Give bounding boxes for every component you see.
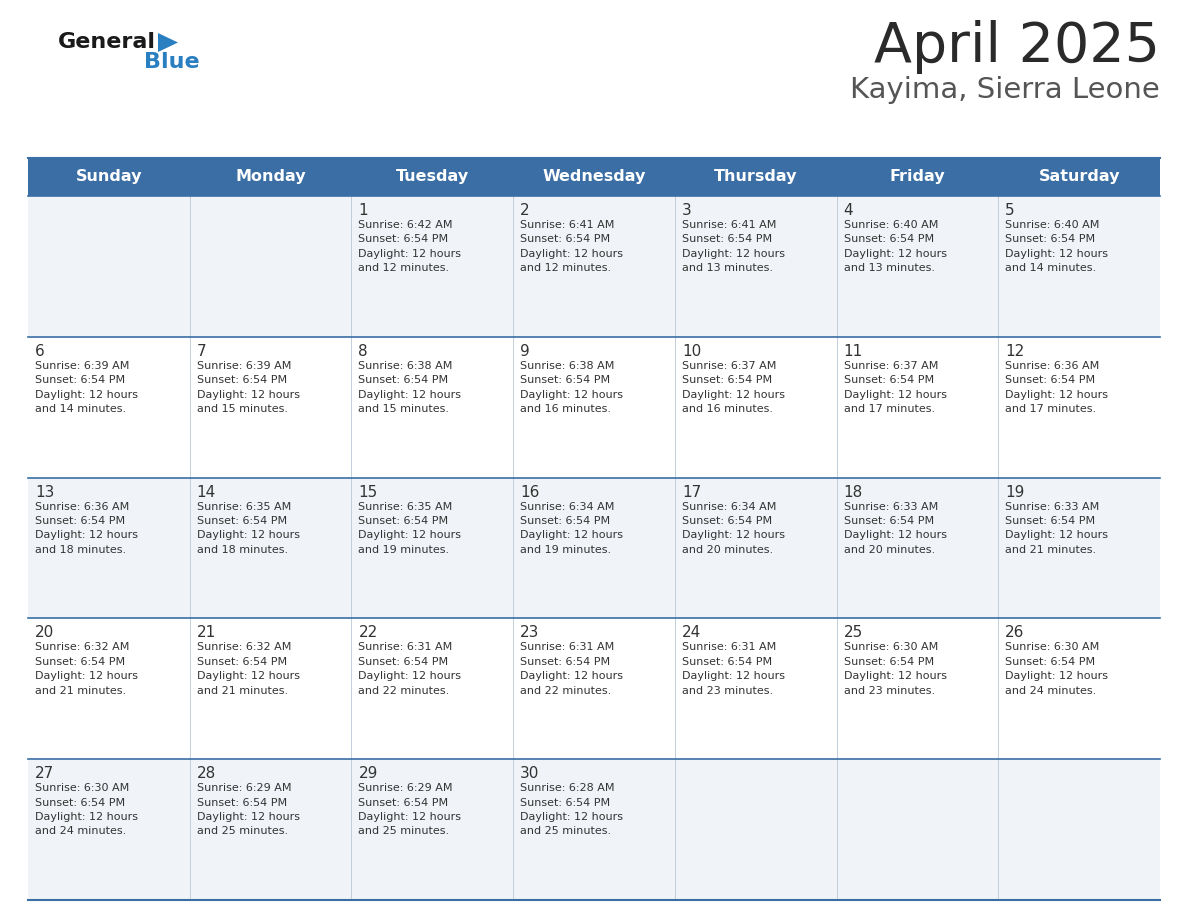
Bar bbox=[29, 337, 1159, 477]
Text: Thursday: Thursday bbox=[714, 170, 797, 185]
Text: Sunrise: 6:29 AM
Sunset: 6:54 PM
Daylight: 12 hours
and 25 minutes.: Sunrise: 6:29 AM Sunset: 6:54 PM Dayligh… bbox=[197, 783, 299, 836]
Text: Sunrise: 6:28 AM
Sunset: 6:54 PM
Daylight: 12 hours
and 25 minutes.: Sunrise: 6:28 AM Sunset: 6:54 PM Dayligh… bbox=[520, 783, 624, 836]
Text: Sunrise: 6:33 AM
Sunset: 6:54 PM
Daylight: 12 hours
and 20 minutes.: Sunrise: 6:33 AM Sunset: 6:54 PM Dayligh… bbox=[843, 501, 947, 554]
Text: Wednesday: Wednesday bbox=[542, 170, 646, 185]
Text: Sunrise: 6:37 AM
Sunset: 6:54 PM
Daylight: 12 hours
and 17 minutes.: Sunrise: 6:37 AM Sunset: 6:54 PM Dayligh… bbox=[843, 361, 947, 414]
Text: Sunrise: 6:30 AM
Sunset: 6:54 PM
Daylight: 12 hours
and 24 minutes.: Sunrise: 6:30 AM Sunset: 6:54 PM Dayligh… bbox=[34, 783, 138, 836]
Bar bbox=[29, 158, 1159, 196]
Text: Sunrise: 6:37 AM
Sunset: 6:54 PM
Daylight: 12 hours
and 16 minutes.: Sunrise: 6:37 AM Sunset: 6:54 PM Dayligh… bbox=[682, 361, 785, 414]
Text: Sunrise: 6:29 AM
Sunset: 6:54 PM
Daylight: 12 hours
and 25 minutes.: Sunrise: 6:29 AM Sunset: 6:54 PM Dayligh… bbox=[359, 783, 461, 836]
Text: Sunrise: 6:33 AM
Sunset: 6:54 PM
Daylight: 12 hours
and 21 minutes.: Sunrise: 6:33 AM Sunset: 6:54 PM Dayligh… bbox=[1005, 501, 1108, 554]
Text: Sunrise: 6:39 AM
Sunset: 6:54 PM
Daylight: 12 hours
and 15 minutes.: Sunrise: 6:39 AM Sunset: 6:54 PM Dayligh… bbox=[197, 361, 299, 414]
Text: Sunrise: 6:31 AM
Sunset: 6:54 PM
Daylight: 12 hours
and 22 minutes.: Sunrise: 6:31 AM Sunset: 6:54 PM Dayligh… bbox=[520, 643, 624, 696]
Text: 8: 8 bbox=[359, 344, 368, 359]
Text: 9: 9 bbox=[520, 344, 530, 359]
Text: 20: 20 bbox=[34, 625, 55, 641]
Text: 5: 5 bbox=[1005, 203, 1015, 218]
Text: Sunrise: 6:34 AM
Sunset: 6:54 PM
Daylight: 12 hours
and 19 minutes.: Sunrise: 6:34 AM Sunset: 6:54 PM Dayligh… bbox=[520, 501, 624, 554]
Text: Sunrise: 6:38 AM
Sunset: 6:54 PM
Daylight: 12 hours
and 15 minutes.: Sunrise: 6:38 AM Sunset: 6:54 PM Dayligh… bbox=[359, 361, 461, 414]
Text: Sunrise: 6:38 AM
Sunset: 6:54 PM
Daylight: 12 hours
and 16 minutes.: Sunrise: 6:38 AM Sunset: 6:54 PM Dayligh… bbox=[520, 361, 624, 414]
Text: 16: 16 bbox=[520, 485, 539, 499]
Bar bbox=[29, 196, 1159, 337]
Text: Sunrise: 6:30 AM
Sunset: 6:54 PM
Daylight: 12 hours
and 23 minutes.: Sunrise: 6:30 AM Sunset: 6:54 PM Dayligh… bbox=[843, 643, 947, 696]
Text: 29: 29 bbox=[359, 767, 378, 781]
Text: 25: 25 bbox=[843, 625, 862, 641]
Text: Monday: Monday bbox=[235, 170, 305, 185]
Text: 6: 6 bbox=[34, 344, 45, 359]
Text: Tuesday: Tuesday bbox=[396, 170, 469, 185]
Text: 7: 7 bbox=[197, 344, 207, 359]
Text: Blue: Blue bbox=[144, 52, 200, 72]
Text: 21: 21 bbox=[197, 625, 216, 641]
Text: Sunrise: 6:30 AM
Sunset: 6:54 PM
Daylight: 12 hours
and 24 minutes.: Sunrise: 6:30 AM Sunset: 6:54 PM Dayligh… bbox=[1005, 643, 1108, 696]
Text: 18: 18 bbox=[843, 485, 862, 499]
Text: 2: 2 bbox=[520, 203, 530, 218]
Text: 1: 1 bbox=[359, 203, 368, 218]
Text: General: General bbox=[58, 32, 156, 52]
Bar bbox=[29, 477, 1159, 619]
Text: 17: 17 bbox=[682, 485, 701, 499]
Text: 15: 15 bbox=[359, 485, 378, 499]
Text: Saturday: Saturday bbox=[1038, 170, 1120, 185]
Text: 10: 10 bbox=[682, 344, 701, 359]
Text: Sunrise: 6:35 AM
Sunset: 6:54 PM
Daylight: 12 hours
and 18 minutes.: Sunrise: 6:35 AM Sunset: 6:54 PM Dayligh… bbox=[197, 501, 299, 554]
Text: 14: 14 bbox=[197, 485, 216, 499]
Polygon shape bbox=[158, 33, 178, 52]
Text: 12: 12 bbox=[1005, 344, 1024, 359]
Bar bbox=[29, 619, 1159, 759]
Text: 3: 3 bbox=[682, 203, 691, 218]
Text: Sunrise: 6:39 AM
Sunset: 6:54 PM
Daylight: 12 hours
and 14 minutes.: Sunrise: 6:39 AM Sunset: 6:54 PM Dayligh… bbox=[34, 361, 138, 414]
Text: Sunrise: 6:40 AM
Sunset: 6:54 PM
Daylight: 12 hours
and 14 minutes.: Sunrise: 6:40 AM Sunset: 6:54 PM Dayligh… bbox=[1005, 220, 1108, 274]
Text: 11: 11 bbox=[843, 344, 862, 359]
Text: 28: 28 bbox=[197, 767, 216, 781]
Text: 23: 23 bbox=[520, 625, 539, 641]
Text: Sunrise: 6:36 AM
Sunset: 6:54 PM
Daylight: 12 hours
and 17 minutes.: Sunrise: 6:36 AM Sunset: 6:54 PM Dayligh… bbox=[1005, 361, 1108, 414]
Text: 4: 4 bbox=[843, 203, 853, 218]
Text: Sunrise: 6:35 AM
Sunset: 6:54 PM
Daylight: 12 hours
and 19 minutes.: Sunrise: 6:35 AM Sunset: 6:54 PM Dayligh… bbox=[359, 501, 461, 554]
Text: Friday: Friday bbox=[890, 170, 946, 185]
Text: Sunrise: 6:41 AM
Sunset: 6:54 PM
Daylight: 12 hours
and 13 minutes.: Sunrise: 6:41 AM Sunset: 6:54 PM Dayligh… bbox=[682, 220, 785, 274]
Text: Sunrise: 6:40 AM
Sunset: 6:54 PM
Daylight: 12 hours
and 13 minutes.: Sunrise: 6:40 AM Sunset: 6:54 PM Dayligh… bbox=[843, 220, 947, 274]
Text: Sunrise: 6:32 AM
Sunset: 6:54 PM
Daylight: 12 hours
and 21 minutes.: Sunrise: 6:32 AM Sunset: 6:54 PM Dayligh… bbox=[34, 643, 138, 696]
Text: 30: 30 bbox=[520, 767, 539, 781]
Text: 19: 19 bbox=[1005, 485, 1025, 499]
Text: Sunrise: 6:42 AM
Sunset: 6:54 PM
Daylight: 12 hours
and 12 minutes.: Sunrise: 6:42 AM Sunset: 6:54 PM Dayligh… bbox=[359, 220, 461, 274]
Text: Sunrise: 6:41 AM
Sunset: 6:54 PM
Daylight: 12 hours
and 12 minutes.: Sunrise: 6:41 AM Sunset: 6:54 PM Dayligh… bbox=[520, 220, 624, 274]
Text: April 2025: April 2025 bbox=[874, 20, 1159, 74]
Text: Sunday: Sunday bbox=[76, 170, 143, 185]
Text: Sunrise: 6:32 AM
Sunset: 6:54 PM
Daylight: 12 hours
and 21 minutes.: Sunrise: 6:32 AM Sunset: 6:54 PM Dayligh… bbox=[197, 643, 299, 696]
Text: Sunrise: 6:31 AM
Sunset: 6:54 PM
Daylight: 12 hours
and 22 minutes.: Sunrise: 6:31 AM Sunset: 6:54 PM Dayligh… bbox=[359, 643, 461, 696]
Text: 27: 27 bbox=[34, 767, 55, 781]
Text: 22: 22 bbox=[359, 625, 378, 641]
Text: 24: 24 bbox=[682, 625, 701, 641]
Text: Sunrise: 6:34 AM
Sunset: 6:54 PM
Daylight: 12 hours
and 20 minutes.: Sunrise: 6:34 AM Sunset: 6:54 PM Dayligh… bbox=[682, 501, 785, 554]
Text: Sunrise: 6:31 AM
Sunset: 6:54 PM
Daylight: 12 hours
and 23 minutes.: Sunrise: 6:31 AM Sunset: 6:54 PM Dayligh… bbox=[682, 643, 785, 696]
Bar bbox=[29, 759, 1159, 900]
Text: Kayima, Sierra Leone: Kayima, Sierra Leone bbox=[851, 76, 1159, 104]
Text: 13: 13 bbox=[34, 485, 55, 499]
Text: Sunrise: 6:36 AM
Sunset: 6:54 PM
Daylight: 12 hours
and 18 minutes.: Sunrise: 6:36 AM Sunset: 6:54 PM Dayligh… bbox=[34, 501, 138, 554]
Text: 26: 26 bbox=[1005, 625, 1025, 641]
